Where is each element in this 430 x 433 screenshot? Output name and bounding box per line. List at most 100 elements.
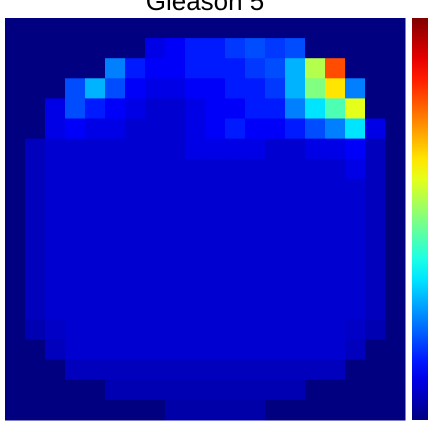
colorbar [412,18,428,420]
heatmap-cell [285,38,306,59]
heatmap-cell [5,279,26,300]
heatmap-cell [365,379,386,401]
heatmap-cell [325,18,346,39]
heatmap-cell [285,138,306,160]
heatmap-cell [165,239,186,260]
heatmap-cell [345,178,366,200]
heatmap-cell [125,18,146,39]
heatmap-cell [285,198,306,220]
heatmap-cell [65,138,86,160]
heatmap-cell [305,78,326,99]
heatmap-cell [385,379,406,401]
heatmap-cell [145,138,166,160]
heatmap-cell [105,38,126,59]
heatmap-cell [185,38,206,59]
heatmap-cell [25,359,46,381]
heatmap-cell [5,18,26,39]
heatmap-cell [165,399,186,421]
heatmap-cell [205,319,226,341]
heatmap-cell [385,198,406,220]
heatmap-cell [365,319,386,341]
heatmap-cell [185,279,206,300]
heatmap-cell [345,219,366,240]
heatmap-cell [145,319,166,341]
heatmap-cell [25,78,46,99]
heatmap-cell [345,18,366,39]
heatmap-cell [145,399,166,421]
heatmap-cell [385,359,406,381]
heatmap-cell [285,18,306,39]
heatmap-cell [5,118,26,140]
heatmap-cell [205,138,226,160]
heatmap-cell [85,18,106,39]
heatmap-cell [5,178,26,200]
heatmap-cell [225,399,246,421]
heatmap-cell [105,359,126,381]
heatmap-cell [45,279,66,300]
heatmap-cell [385,339,406,361]
heatmap-cell [125,319,146,341]
heatmap-cell [45,219,66,240]
heatmap-cell [365,118,386,140]
heatmap-cell [325,319,346,341]
heatmap-cell [105,138,126,160]
heatmap-cell [205,279,226,300]
heatmap-cell [305,299,326,320]
heatmap-cell [145,299,166,320]
heatmap-cell [165,58,186,79]
heatmap-cell [325,58,346,79]
heatmap-cell [105,379,126,401]
heatmap-cell [345,98,366,119]
heatmap-cell [185,339,206,361]
heatmap-cell [225,38,246,59]
heatmap-cell [185,299,206,320]
heatmap-cell [265,259,286,280]
heatmap-cell [385,118,406,140]
heatmap-cell [345,259,366,280]
heatmap-cell [225,339,246,361]
heatmap-cell [65,239,86,260]
heatmap-cell [165,198,186,220]
heatmap-cell [285,118,306,140]
heatmap-cell [5,379,26,401]
heatmap-cell [245,259,266,280]
heatmap-cell [25,158,46,180]
heatmap-cell [45,299,66,320]
heatmap-cell [65,379,86,401]
heatmap-cell [245,98,266,119]
heatmap-cell [245,18,266,39]
heatmap-cell [125,138,146,160]
heatmap-cell [85,339,106,361]
heatmap-cell [225,219,246,240]
heatmap-cell [5,58,26,79]
heatmap-cell [305,239,326,260]
heatmap-cell [325,399,346,421]
heatmap-cell [325,379,346,401]
heatmap-cell [125,78,146,99]
heatmap-cell [45,259,66,280]
heatmap-cell [265,178,286,200]
heatmap-cell [85,239,106,260]
heatmap-cell [325,219,346,240]
heatmap-cell [45,379,66,401]
heatmap-cell [285,399,306,421]
heatmap-cell [205,38,226,59]
heatmap-cell [25,98,46,119]
heatmap-cell [125,38,146,59]
heatmap-cell [185,198,206,220]
heatmap-cell [305,138,326,160]
heatmap-cell [245,379,266,401]
heatmap-cell [65,319,86,341]
heatmap-cell [305,118,326,140]
heatmap-cell [225,78,246,99]
heatmap-cell [105,98,126,119]
heatmap-cell [145,178,166,200]
heatmap-cell [65,178,86,200]
heatmap-cell [185,219,206,240]
heatmap-cell [365,38,386,59]
heatmap-cell [125,399,146,421]
heatmap-cell [85,58,106,79]
heatmap-cell [245,279,266,300]
heatmap-cell [45,158,66,180]
heatmap-cell [165,319,186,341]
